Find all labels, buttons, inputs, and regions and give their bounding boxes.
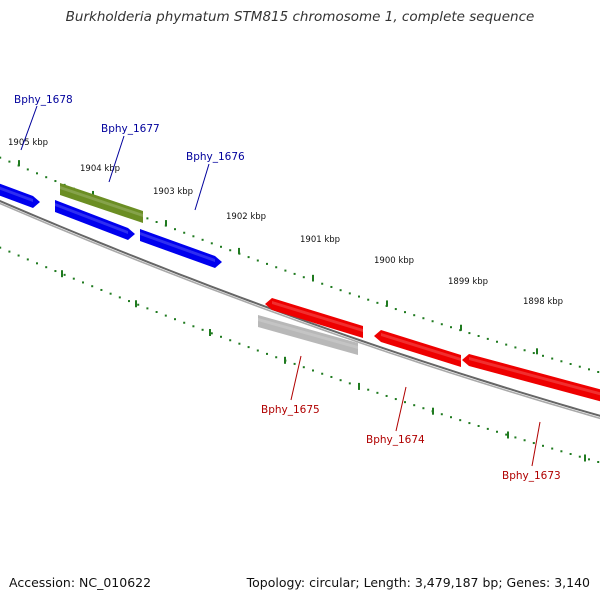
gene-arrow[interactable] [462,354,600,404]
gene-label[interactable]: Bphy_1674 [366,434,425,446]
scale-label: 1898 kbp [523,297,563,307]
gene-leader-line [395,386,407,432]
scale-label: 1905 kbp [8,138,48,148]
gene-arrow[interactable] [60,183,143,223]
scale-label: 1900 kbp [374,256,414,266]
gene-label[interactable]: Bphy_1675 [261,404,320,416]
scale-label: 1902 kbp [226,212,266,222]
scale-label: 1903 kbp [153,187,193,197]
topology-summary: Topology: circular; Length: 3,479,187 bp… [246,575,590,590]
gene-features [0,180,600,404]
gene-arrow[interactable] [0,180,40,208]
chromosome-backbone [0,199,600,420]
gene-leader-line [194,163,210,211]
gene-leader-line [20,105,38,151]
map-title: Burkholderia phymatum STM815 chromosome … [65,9,535,25]
scale-label: 1901 kbp [300,235,340,245]
accession-label: Accession: NC_010622 [9,575,152,590]
scale-label: 1899 kbp [448,277,488,287]
gene-label[interactable]: Bphy_1678 [14,94,73,106]
gene-arrow[interactable] [265,298,363,338]
gene-arrow[interactable] [374,330,461,367]
gene-labels: Bphy_1678 Bphy_1677 Bphy_1676 Bphy_1675 Bphy… [14,94,561,482]
gene-arrow[interactable] [258,315,358,355]
inner-tick-track [0,246,600,463]
gene-leader-line [290,355,302,401]
scale-label: 1904 kbp [80,164,120,174]
gene-arrow[interactable] [140,229,222,268]
gene-leader-line [531,421,541,467]
gene-arrow[interactable] [55,200,135,240]
scale-labels: 1905 kbp 1904 kbp 1903 kbp 1902 kbp 1901 kbp… [8,138,563,307]
gene-label[interactable]: Bphy_1673 [502,470,561,482]
outer-tick-track [0,156,600,373]
gene-leader-line [108,135,125,183]
gene-label[interactable]: Bphy_1677 [101,123,160,135]
gene-label[interactable]: Bphy_1676 [186,151,245,163]
